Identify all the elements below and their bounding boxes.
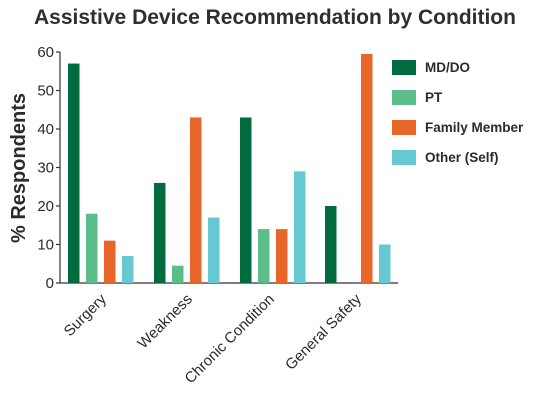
bar-chronic-condition-other-self <box>294 171 306 283</box>
bar-chronic-condition-family-member <box>276 229 288 283</box>
legend-swatch <box>392 120 416 135</box>
y-axis: 0 10 20 30 40 50 60 <box>37 44 61 292</box>
bar-general-safety-other-self <box>379 244 391 283</box>
y-tick-label: 40 <box>37 121 54 138</box>
bar-surgery-md-do <box>68 63 80 283</box>
bar-surgery-pt <box>86 213 98 283</box>
y-tick-label: 20 <box>37 198 54 215</box>
legend-label: MD/DO <box>425 60 470 75</box>
legend-item: Other (Self) <box>392 148 523 167</box>
bars <box>68 53 391 283</box>
legend-item: PT <box>392 88 523 107</box>
y-tick-label: 0 <box>46 275 54 292</box>
bar-surgery-other-self <box>122 256 134 283</box>
x-category-label: Surgery <box>61 290 111 340</box>
bar-chronic-condition-pt <box>258 229 270 283</box>
legend-label: PT <box>425 90 443 105</box>
legend-item: MD/DO <box>392 58 523 77</box>
legend-label: Family Member <box>425 120 524 135</box>
legend-item: Family Member <box>392 118 523 137</box>
legend-swatch <box>392 90 416 105</box>
bar-weakness-other-self <box>208 217 220 283</box>
y-tick-label: 30 <box>37 160 54 177</box>
legend-label: Other (Self) <box>425 150 499 165</box>
y-tick-label: 10 <box>37 237 54 254</box>
bar-weakness-md-do <box>154 182 166 283</box>
legend-swatch <box>392 60 416 75</box>
bar-general-safety-md-do <box>325 206 337 283</box>
bar-general-safety-family-member <box>361 53 373 283</box>
y-tick-label: 50 <box>37 83 54 100</box>
y-tick-label: 60 <box>37 44 54 61</box>
legend: MD/DO PT Family Member Other (Self) <box>392 58 523 178</box>
bar-weakness-family-member <box>190 117 202 283</box>
chart-title: Assistive Device Recommendation by Condi… <box>34 6 516 29</box>
x-category-label: General Safety <box>282 290 365 373</box>
x-category-label: Weakness <box>134 291 195 352</box>
bar-weakness-pt <box>172 265 184 283</box>
bar-chronic-condition-md-do <box>240 117 252 283</box>
bar-surgery-family-member <box>104 240 116 283</box>
legend-swatch <box>392 150 416 165</box>
x-category-label: Chronic Condition <box>181 291 277 387</box>
y-axis-label: % Respondents <box>8 93 30 243</box>
